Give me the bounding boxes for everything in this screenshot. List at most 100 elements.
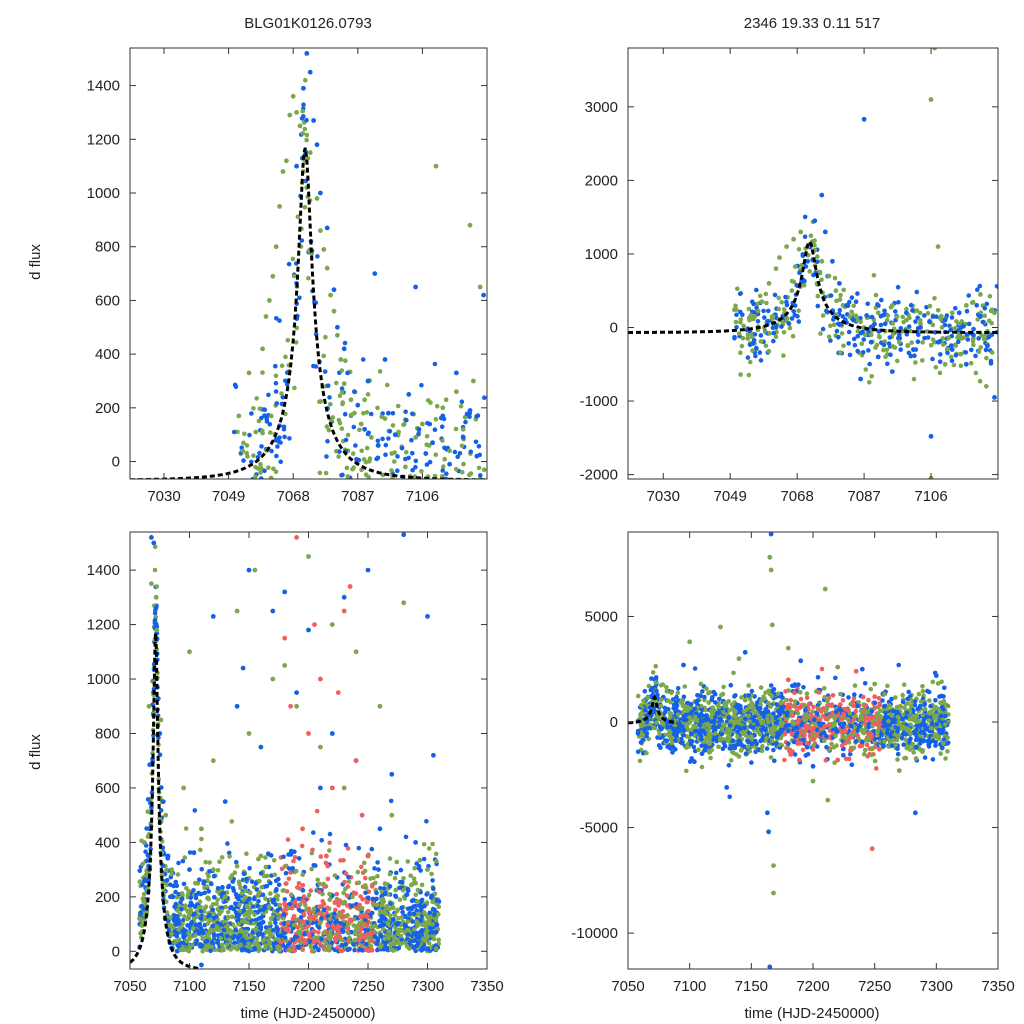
data-point xyxy=(881,347,886,353)
data-point xyxy=(305,156,311,161)
data-point xyxy=(327,891,332,897)
data-point xyxy=(909,340,914,345)
data-point xyxy=(476,444,482,449)
x-tick-label: 7106 xyxy=(406,488,439,505)
data-point xyxy=(340,927,345,933)
data-point xyxy=(292,273,297,279)
data-point xyxy=(815,293,821,299)
data-point xyxy=(786,321,791,326)
data-point xyxy=(185,892,191,898)
data-point xyxy=(953,306,958,311)
data-point xyxy=(377,909,383,914)
data-point xyxy=(409,437,414,443)
data-point-blue xyxy=(307,69,313,75)
data-point-green xyxy=(791,236,796,242)
data-point xyxy=(479,483,484,488)
data-point xyxy=(794,730,800,735)
data-point xyxy=(429,510,434,515)
data-point-blue xyxy=(352,389,357,395)
data-point xyxy=(395,454,400,459)
data-point xyxy=(837,307,843,313)
data-point xyxy=(994,284,998,289)
data-point-blue xyxy=(304,51,310,56)
data-point xyxy=(918,318,923,323)
data-point xyxy=(933,698,938,703)
data-point xyxy=(321,881,326,887)
data-point xyxy=(423,924,429,929)
data-point xyxy=(281,854,286,860)
data-point xyxy=(397,897,403,902)
data-point-blue xyxy=(911,347,916,352)
y-tick-label: 600 xyxy=(95,780,120,797)
data-point xyxy=(206,874,211,879)
data-point xyxy=(834,743,839,748)
data-point xyxy=(295,944,300,950)
plot-area xyxy=(628,532,951,969)
data-point xyxy=(340,938,345,943)
data-point xyxy=(400,482,405,487)
data-point xyxy=(186,931,191,936)
data-point-green xyxy=(460,426,466,432)
data-point xyxy=(480,517,485,522)
data-point-blue xyxy=(362,426,367,432)
data-point xyxy=(411,897,416,903)
data-point xyxy=(211,933,217,939)
data-point xyxy=(387,913,393,918)
data-point-blue xyxy=(430,440,435,446)
data-point xyxy=(273,469,279,475)
data-point xyxy=(143,849,148,854)
data-point xyxy=(392,937,397,943)
data-point xyxy=(327,848,332,853)
data-point xyxy=(852,683,858,688)
data-point xyxy=(405,886,411,892)
data-point xyxy=(759,748,765,754)
data-point xyxy=(431,555,436,560)
data-point-green xyxy=(875,310,881,316)
data-point xyxy=(356,880,362,885)
data-point xyxy=(365,914,370,920)
data-point xyxy=(927,303,933,309)
data-point xyxy=(204,943,209,949)
data-point xyxy=(286,876,292,882)
data-point xyxy=(182,914,187,919)
data-point xyxy=(460,523,465,528)
y-tick-label: 0 xyxy=(610,319,618,336)
data-point xyxy=(198,847,203,853)
data-point xyxy=(939,679,944,685)
x-tick-label: 7030 xyxy=(147,488,180,505)
data-point xyxy=(402,922,408,928)
data-point xyxy=(966,321,972,327)
data-point xyxy=(180,918,186,923)
data-point xyxy=(266,904,272,909)
data-point xyxy=(323,941,329,946)
data-point xyxy=(310,948,316,954)
data-point xyxy=(263,864,269,870)
data-point xyxy=(412,866,417,871)
data-point xyxy=(231,429,237,435)
data-point-blue xyxy=(440,413,446,419)
data-point xyxy=(183,826,189,831)
data-point xyxy=(273,363,278,369)
data-point xyxy=(781,330,787,335)
data-point-green xyxy=(175,908,181,913)
data-point xyxy=(963,350,969,355)
data-point xyxy=(179,891,185,896)
data-point xyxy=(360,357,366,362)
data-point xyxy=(987,293,993,299)
data-point xyxy=(388,481,393,486)
data-point xyxy=(169,931,174,936)
data-point xyxy=(269,413,274,419)
data-point xyxy=(327,840,333,846)
data-point xyxy=(317,881,323,887)
data-point xyxy=(295,925,301,930)
data-point xyxy=(268,916,274,921)
data-point xyxy=(452,449,458,455)
data-point-green xyxy=(267,298,272,303)
data-point xyxy=(257,946,263,952)
data-point xyxy=(334,891,340,897)
data-point xyxy=(215,907,220,912)
data-point xyxy=(432,545,437,550)
data-point xyxy=(935,308,941,313)
data-point-green xyxy=(477,284,483,290)
data-point xyxy=(304,117,309,123)
